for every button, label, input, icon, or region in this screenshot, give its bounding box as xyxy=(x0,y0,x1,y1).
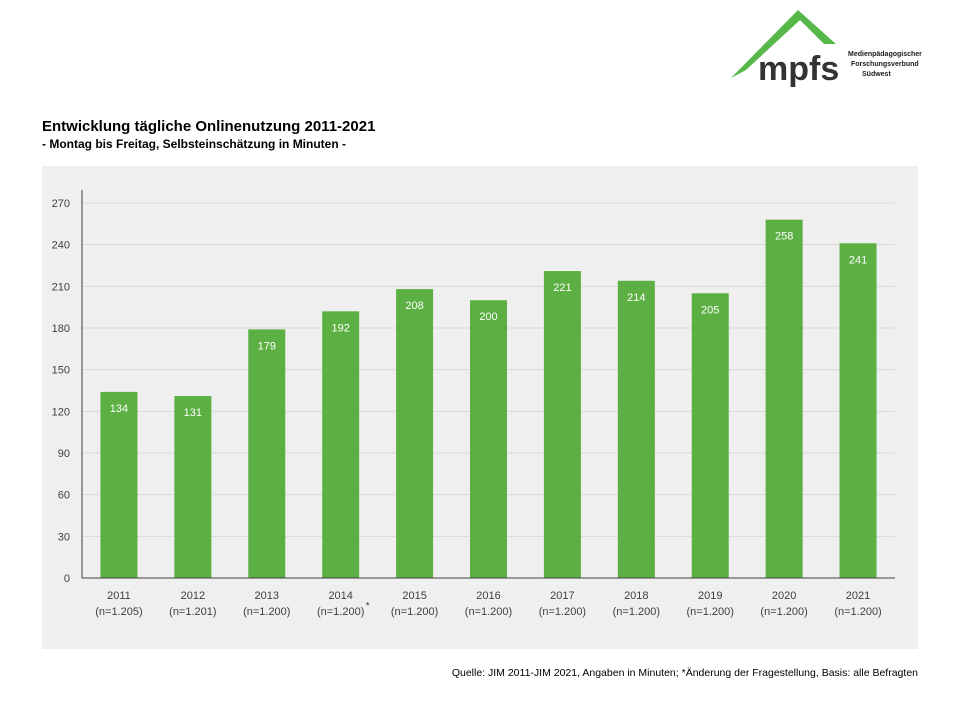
bar-2019 xyxy=(691,293,729,578)
bar-2012 xyxy=(174,396,212,578)
data-label: 179 xyxy=(258,340,276,352)
y-tick-label: 240 xyxy=(52,240,70,252)
sample-size-label: (n=1.200) xyxy=(465,606,512,618)
y-tick-label: 120 xyxy=(52,406,70,418)
sample-size-label: (n=1.200) xyxy=(317,606,364,618)
mpfs-logo: mpfs xyxy=(728,8,938,90)
bar-2015 xyxy=(396,289,434,578)
y-tick-label: 210 xyxy=(52,281,70,293)
data-label: 131 xyxy=(184,407,202,419)
y-tick-label: 30 xyxy=(58,531,70,543)
bar-2018 xyxy=(617,280,655,578)
x-tick-label: 2019 xyxy=(698,590,722,602)
y-tick-label: 180 xyxy=(52,323,70,335)
x-tick-label: 2014 xyxy=(328,590,352,602)
data-label: 214 xyxy=(627,292,645,304)
x-tick-label: 2012 xyxy=(181,590,205,602)
y-tick-label: 90 xyxy=(58,448,70,460)
bar-2014 xyxy=(322,311,360,578)
y-tick-label: 270 xyxy=(52,198,70,210)
bar-2011 xyxy=(100,391,138,578)
sample-size-label: (n=1.200) xyxy=(243,606,290,618)
x-tick-label: 2021 xyxy=(846,590,870,602)
sample-size-label: (n=1.200) xyxy=(539,606,586,618)
x-tick-label: 2017 xyxy=(550,590,574,602)
logo-roof-icon: mpfs xyxy=(731,10,839,88)
logo-org-line-3: Südwest xyxy=(862,71,891,78)
y-tick-label: 150 xyxy=(52,365,70,377)
sample-size-label: (n=1.201) xyxy=(169,606,216,618)
logo-org-line-2: Forschungsverbund xyxy=(851,61,919,68)
sample-size-label: (n=1.200) xyxy=(760,606,807,618)
sample-size-label: (n=1.200) xyxy=(613,606,660,618)
y-tick-label: 0 xyxy=(64,573,70,585)
chart-title: Entwicklung tägliche Onlinenutzung 2011-… xyxy=(42,118,376,135)
sample-size-label: (n=1.200) xyxy=(834,606,881,618)
bar-2013 xyxy=(248,329,286,578)
logo-organization-name: Medienpädagogischer Forschungsverbund Sü… xyxy=(848,50,922,80)
bar-2021 xyxy=(839,243,877,578)
bar-2020 xyxy=(765,219,803,578)
data-label: 192 xyxy=(332,322,350,334)
logo-wordmark: mpfs xyxy=(758,50,839,88)
chart-panel: 0 30 60 90 120 150 180 210 240 270 134 2011 (n=1.205… xyxy=(42,166,918,649)
data-label: 208 xyxy=(405,300,423,312)
x-tick-label: 2015 xyxy=(402,590,426,602)
footnote-marker: * xyxy=(366,601,370,612)
data-label: 258 xyxy=(775,231,793,243)
data-label: 134 xyxy=(110,403,128,415)
chart-subtitle: - Montag bis Freitag, Selbsteinschätzung… xyxy=(42,137,347,151)
data-label: 200 xyxy=(479,311,497,323)
sample-size-label: (n=1.200) xyxy=(391,606,438,618)
data-label: 221 xyxy=(553,282,571,294)
bar-2016 xyxy=(470,300,507,578)
x-tick-label: 2018 xyxy=(624,590,648,602)
data-label: 205 xyxy=(701,304,719,316)
x-tick-label: 2013 xyxy=(255,590,279,602)
source-note: Quelle: JIM 2011-JIM 2021, Angaben in Mi… xyxy=(451,667,918,679)
data-label: 241 xyxy=(849,254,867,266)
bar-2017 xyxy=(543,271,581,578)
x-tick-label: 2011 xyxy=(107,590,131,602)
sample-size-label: (n=1.200) xyxy=(687,606,734,618)
logo-org-line-1: Medienpädagogischer xyxy=(848,51,922,58)
y-tick-label: 60 xyxy=(58,490,70,502)
x-tick-label: 2020 xyxy=(772,590,796,602)
sample-size-label: (n=1.205) xyxy=(95,606,142,618)
bar-chart: 0 30 60 90 120 150 180 210 240 270 134 2011 (n=1.205… xyxy=(52,190,895,618)
x-tick-label: 2016 xyxy=(476,590,500,602)
